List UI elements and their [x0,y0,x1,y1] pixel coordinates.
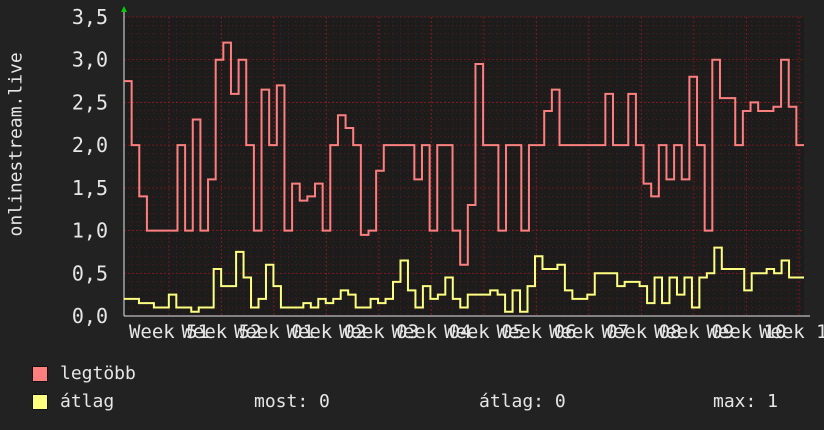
x-tick-label: Week 01 [234,321,314,343]
y-tick-label: 1,0 [72,219,108,243]
x-tick-label: Week 06 [496,321,576,343]
legend-swatch-max [32,366,48,382]
y-tick-label: 2,5 [72,90,108,114]
y-tick-label: 0,0 [72,304,108,328]
x-tick-label: Week 11 [759,321,824,343]
legend-label-max: legtöbb [60,363,136,384]
x-tick-label: Week 05 [444,321,524,343]
plot-area [124,17,804,316]
x-tick-label: Week 09 [654,321,734,343]
stat-current: most: 0 [254,391,330,412]
y-tick-label: 0,5 [72,261,108,285]
legend-label-avg: átlag [60,391,115,412]
y-axis-arrow [121,6,127,12]
y-tick-label: 2,0 [72,133,108,157]
x-tick-label: Week 04 [391,321,471,343]
y-axis-title: onlinestream.live [5,52,27,237]
x-tick-label: Week 07 [549,321,629,343]
x-tick-label: Week 51 [129,321,209,343]
x-tick-label: Week 10 [706,321,786,343]
stat-average: átlag: 0 [479,391,566,412]
stat-maximum: max: 1 [713,391,779,412]
legend-swatch-avg [32,394,48,410]
y-tick-label: 1,5 [72,176,108,200]
series-line-max [124,41,804,266]
x-tick-label: Week 08 [601,321,681,343]
x-tick-label: Week 02 [286,321,366,343]
x-tick-label: Week 52 [181,321,261,343]
y-tick-label: 3,5 [72,5,108,29]
x-tick-label: Week 03 [339,321,419,343]
y-tick-label: 3,0 [72,48,108,72]
series-line-avg [124,246,804,313]
